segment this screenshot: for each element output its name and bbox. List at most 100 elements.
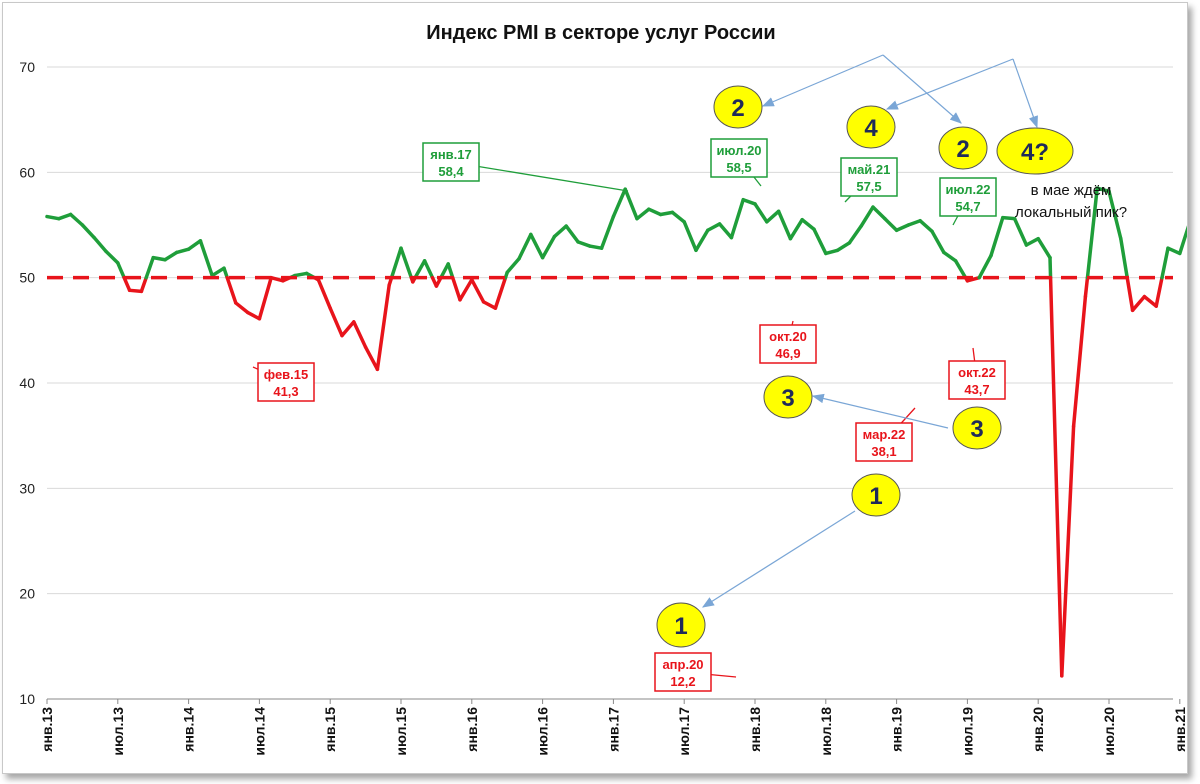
- wave-label: 2: [956, 136, 969, 163]
- x-tick-label: янв.17: [605, 707, 621, 752]
- x-tick-label: янв.19: [889, 707, 905, 752]
- x-tick-label: июл.20: [1101, 707, 1117, 756]
- pmi-line-segment: [658, 210, 675, 217]
- wave-label: 3: [970, 416, 983, 443]
- pmi-line-segment: [139, 275, 148, 294]
- pmi-line-segment: [1048, 255, 1053, 280]
- callout-янв.17: янв.17 58,4: [422, 142, 629, 192]
- pmi-line-segment: [505, 256, 521, 275]
- pmi-line-segment: [458, 278, 474, 302]
- callout-мар.22: мар.22 38,1: [855, 407, 916, 462]
- pmi-line-segment: [257, 275, 273, 321]
- callout-month: окт.22: [958, 365, 996, 380]
- wave-arrow: [701, 510, 856, 608]
- pmi-line-segment: [835, 241, 852, 253]
- pmi-line-segment: [812, 227, 828, 256]
- wave-label: 2: [731, 95, 744, 122]
- wave-circle: [846, 105, 896, 149]
- wave-marker-2: 2: [713, 85, 763, 129]
- x-tick-label: июл.16: [535, 707, 551, 756]
- pmi-line-segment: [694, 228, 710, 253]
- pmi-line-segment: [422, 259, 435, 280]
- wave-marker-3: 3: [763, 375, 813, 419]
- pmi-line-segment: [930, 229, 946, 255]
- pmi-line-segment: [269, 275, 285, 283]
- callout-month: янв.17: [430, 147, 472, 162]
- wave-marker-3: 3: [952, 406, 1002, 450]
- callout-month: июл.20: [716, 143, 761, 158]
- pmi-line-segment: [1085, 186, 1099, 280]
- wave-circle: [996, 127, 1074, 175]
- pmi-line-segment: [753, 202, 769, 224]
- pmi-line-segment: [847, 224, 863, 245]
- pmi-line-segment: [413, 259, 427, 280]
- wave-circle: [938, 126, 988, 170]
- pmi-line-segment: [316, 278, 332, 310]
- pmi-line-segment: [389, 246, 403, 280]
- pmi-line-segment: [918, 219, 934, 234]
- pmi-line-segment: [741, 197, 757, 206]
- pmi-line-segment: [1012, 216, 1029, 247]
- y-tick-label: 20: [19, 586, 35, 602]
- callout-value: 58,5: [726, 160, 751, 175]
- wave-circle: [763, 375, 813, 419]
- pmi-line-segment: [1160, 246, 1170, 280]
- pmi-line-segment: [965, 275, 981, 283]
- pmi-line-segment: [552, 224, 568, 239]
- pmi-line-segment: [328, 306, 344, 338]
- pmi-line-segment: [765, 209, 781, 224]
- pmi-line-segment: [439, 262, 450, 280]
- pmi-line-segment: [175, 247, 191, 255]
- pmi-line-segment: [1125, 275, 1135, 313]
- callout-окт.20: окт.20 46,9: [759, 320, 817, 364]
- pmi-line-segment: [670, 210, 686, 224]
- callout-box: [422, 142, 480, 182]
- wave-marker-1: 1: [851, 473, 901, 517]
- pmi-line-segment: [635, 207, 651, 221]
- callout-box: [654, 652, 712, 692]
- callout-value: 38,1: [871, 444, 896, 459]
- x-tick-label: июл.18: [818, 707, 834, 756]
- callout-value: 57,5: [856, 179, 881, 194]
- pmi-line-segment: [1142, 294, 1158, 308]
- wave-label: 3: [781, 385, 794, 412]
- pmi-line-segment: [399, 246, 414, 280]
- wave-arrow: [811, 393, 949, 429]
- wave-arrow: [882, 54, 962, 124]
- pmi-line-segment: [894, 223, 911, 233]
- pmi-line-segment: [540, 234, 557, 260]
- pmi-line-segment: [225, 275, 238, 305]
- x-tick-label: янв.20: [1030, 707, 1046, 752]
- pmi-line-segment: [1001, 215, 1017, 221]
- pmi-line-segment: [1024, 236, 1040, 247]
- callout-box: [710, 138, 768, 178]
- x-tick-label: июл.19: [959, 707, 975, 756]
- pmi-line-segment: [588, 244, 604, 250]
- pmi-line-segment: [871, 205, 887, 221]
- pmi-line-segment: [1178, 214, 1194, 256]
- callout-box: [948, 360, 1006, 400]
- callout-box: [759, 324, 817, 364]
- callout-month: окт.20: [769, 329, 807, 344]
- wave-label: 1: [674, 613, 687, 640]
- pmi-line-segment: [788, 217, 804, 241]
- pmi-line-segment: [1036, 236, 1052, 260]
- x-tick-label: июл.13: [110, 707, 126, 756]
- pmi-line-segment: [989, 215, 1005, 258]
- pmi-line-segment: [198, 239, 214, 278]
- callout-окт.22: окт.22 43,7: [948, 347, 1006, 400]
- pmi-line-segment: [45, 214, 61, 221]
- x-tick-label: июл.14: [251, 707, 267, 756]
- pmi-line-segment: [1048, 275, 1064, 678]
- chart-title: Индекс PMI в секторе услуг России: [426, 22, 775, 44]
- pmi-line-segment: [450, 275, 462, 302]
- pmi-line-segment: [470, 278, 486, 304]
- x-tick-label: янв.15: [322, 707, 338, 752]
- pmi-line-segment: [68, 212, 85, 227]
- callout-month: апр.20: [662, 657, 703, 672]
- callout-month: июл.22: [945, 182, 990, 197]
- pmi-line-segment: [859, 205, 875, 228]
- wave-marker-1: 1: [656, 602, 706, 648]
- callout-box: [257, 362, 315, 402]
- wave-label: 4?: [1021, 139, 1049, 166]
